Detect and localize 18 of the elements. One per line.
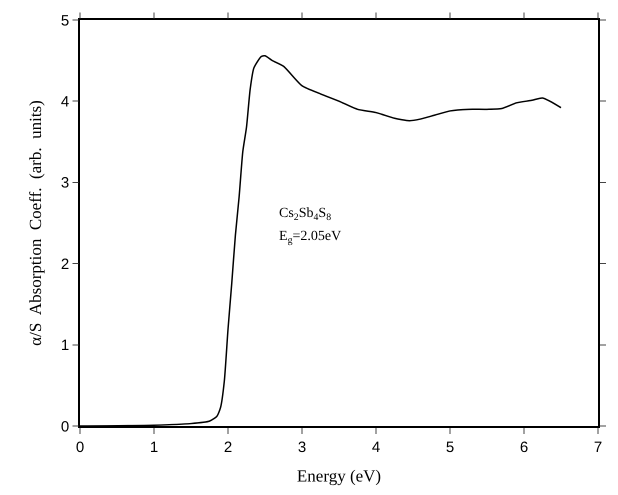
- y-tick-label: 2: [60, 256, 70, 273]
- x-axis-title: Energy (eV): [296, 466, 382, 486]
- annotation: E$_{g}$=2.05eV: [279, 229, 342, 246]
- y-tick-label: 4: [60, 93, 70, 110]
- x-tick-label: 0: [76, 438, 84, 456]
- y-tick-label: 3: [60, 174, 70, 192]
- annotation: Cs$_{2}$Sb$_{4}$S$_{8}$: [279, 206, 332, 223]
- x-tick-label: 4: [372, 438, 380, 456]
- x-tick-label: 1: [150, 438, 158, 456]
- x-tick-label: 7: [594, 438, 602, 456]
- x-tick-label: 6: [520, 438, 528, 456]
- y-tick-label: 1: [60, 337, 70, 354]
- y-tick-label: 5: [60, 12, 70, 30]
- x-tick-label: 2: [224, 438, 232, 456]
- x-tick-label: 3: [298, 438, 306, 456]
- y-axis-title: α/S Absorption Coeff. (arb. units): [26, 100, 45, 346]
- y-tick-label: 0: [60, 418, 70, 436]
- x-tick-label: 5: [446, 438, 454, 456]
